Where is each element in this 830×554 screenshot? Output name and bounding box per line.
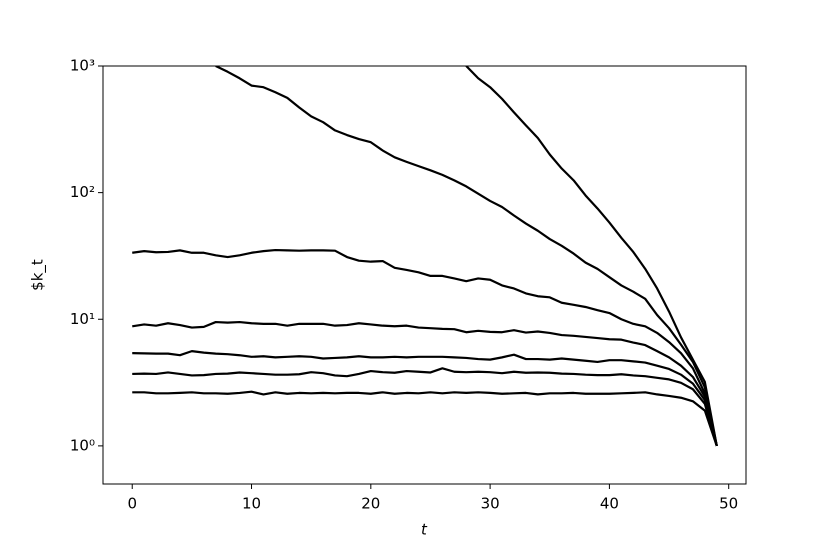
series-line — [132, 390, 718, 447]
series-line — [132, 350, 718, 447]
x-tick-label: 30 — [481, 495, 500, 513]
series-line — [132, 320, 718, 447]
series-line — [215, 66, 718, 447]
x-tick-label: 10 — [242, 495, 261, 513]
y-axis-label: $k_t — [29, 259, 48, 291]
y-tick-label: 10¹ — [70, 310, 95, 328]
x-tick-label: 0 — [127, 495, 137, 513]
x-axis-label: t — [421, 521, 428, 539]
series-line — [132, 248, 718, 447]
series-line — [465, 66, 718, 447]
plot-frame — [102, 65, 747, 485]
x-tick-label: 20 — [361, 495, 380, 513]
x-tick-label: 40 — [600, 495, 619, 513]
y-tick-label: 10² — [70, 183, 95, 201]
series-line — [132, 367, 718, 447]
y-tick-label: 10³ — [70, 57, 95, 75]
x-tick-label: 50 — [719, 495, 738, 513]
y-tick-label: 10⁰ — [70, 436, 95, 454]
